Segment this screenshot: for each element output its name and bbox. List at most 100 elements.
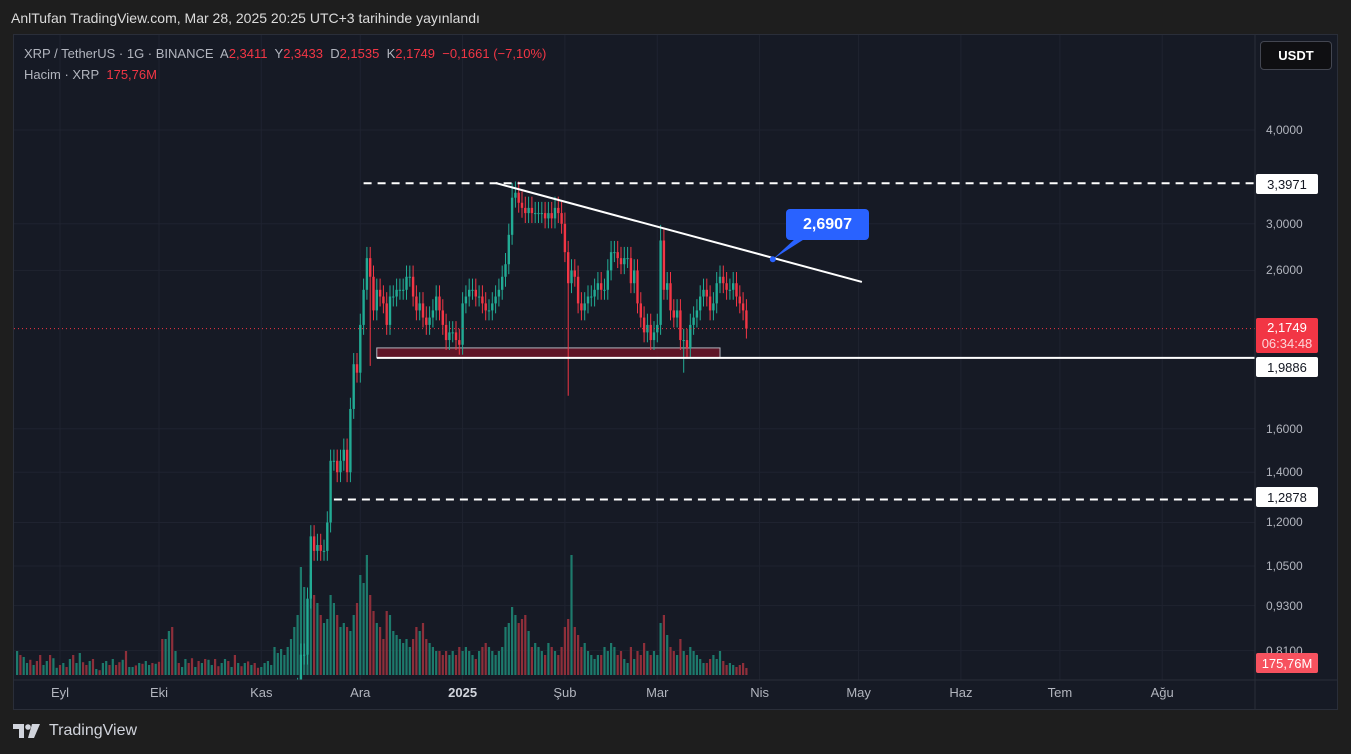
candle-body [675, 310, 679, 318]
volume-bar [494, 655, 497, 675]
volume-bar [326, 619, 329, 675]
candle-body [722, 276, 725, 284]
candle-body [507, 234, 510, 265]
volume-bar [313, 595, 316, 675]
candle-body [679, 310, 682, 341]
volume-bar [250, 665, 253, 675]
candle-body [385, 303, 388, 325]
level-badge-low: 1,2878 [1256, 487, 1318, 507]
volume-bar [52, 658, 55, 675]
change-value: −0,1661 (−7,10%) [442, 46, 547, 61]
volume-bar [405, 639, 408, 675]
currency-button[interactable]: USDT [1260, 41, 1332, 70]
volume-bar [167, 631, 170, 675]
volume-bar [728, 663, 731, 675]
volume-bar [517, 623, 520, 675]
volume-bar [656, 655, 659, 675]
price-tick-label: 1,2000 [1266, 515, 1303, 530]
candle-body [685, 340, 689, 348]
volume-bar [672, 651, 675, 675]
volume-bar [101, 663, 104, 675]
volume-bar [428, 643, 431, 675]
volume-bar [705, 663, 708, 675]
candle-body [576, 276, 580, 304]
tradingview-logo[interactable]: TradingView [13, 722, 137, 740]
volume-bar [435, 651, 438, 675]
volume-bar [709, 659, 712, 675]
candle-body [299, 654, 303, 680]
volume-bar [299, 567, 302, 675]
candle-body [646, 324, 649, 333]
volume-bar [553, 651, 557, 675]
candle-body [652, 332, 656, 341]
candle-body [431, 310, 435, 318]
candle-body [510, 197, 514, 235]
candle-body [435, 296, 438, 311]
candle-body [593, 289, 596, 297]
candle-body [527, 207, 530, 214]
volume-bar [478, 651, 481, 675]
volume-bar [458, 647, 461, 675]
candle-body [454, 332, 458, 341]
candle-body [342, 449, 345, 461]
volume-bar [283, 655, 286, 675]
callout-pointer [772, 238, 806, 260]
volume-bar [392, 631, 395, 675]
chart-panel[interactable] [13, 34, 1338, 710]
candle-body [428, 317, 431, 325]
volume-bar [247, 661, 250, 675]
volume-bar [55, 667, 58, 675]
volume-bar [75, 663, 78, 675]
time-tick-label: 2025 [448, 685, 478, 700]
candle-body [497, 289, 501, 297]
volume-bar [115, 665, 118, 675]
volume-bar [695, 655, 698, 675]
plot-area [14, 35, 1255, 680]
volume-bar [520, 619, 524, 675]
price-callout[interactable]: 2,6907 [786, 209, 869, 240]
symbol-info[interactable]: XRP / TetherUS · 1G · BINANCE [24, 46, 214, 61]
volume-bar [606, 651, 609, 675]
candle-body [461, 303, 464, 345]
candle-body [745, 310, 748, 329]
volume-bar [530, 647, 533, 675]
candle-body [712, 303, 715, 311]
volume-bar [190, 658, 194, 675]
candle-body [395, 289, 398, 297]
volume-bar [65, 667, 68, 675]
volume-bar [369, 595, 372, 675]
volume-bar [408, 647, 411, 675]
volume-bar [105, 661, 108, 675]
volume-label[interactable]: Hacim · XRP [24, 67, 100, 82]
volume-bar [610, 643, 613, 675]
volume-bar [425, 639, 428, 675]
volume-bar [573, 627, 576, 675]
volume-bar [349, 631, 352, 675]
candle-body [464, 296, 468, 304]
volume-bar [537, 647, 540, 675]
high-value: 2,3433 [283, 46, 323, 61]
candle-body [596, 283, 600, 290]
candle-body [553, 207, 557, 219]
candle-body [425, 317, 428, 325]
volume-bar [171, 627, 174, 675]
candle-body [616, 252, 619, 259]
volume-bar [62, 663, 65, 675]
candle-body [715, 283, 718, 304]
candle-body [672, 310, 675, 318]
volume-bar [263, 663, 266, 675]
last-price: 2,1749 [1267, 319, 1307, 335]
volume-bar [151, 663, 154, 675]
volume-bar [227, 661, 230, 675]
volume-bar [633, 659, 636, 675]
volume-bar [346, 627, 349, 675]
volume-bar [418, 631, 421, 675]
volume-bar [256, 667, 260, 675]
volume-bar [58, 665, 62, 675]
volume-bar [359, 575, 362, 675]
time-tick-label: Ağu [1150, 685, 1174, 700]
candle-body [570, 270, 573, 284]
volume-bar [293, 627, 296, 675]
candle-body [629, 258, 633, 284]
